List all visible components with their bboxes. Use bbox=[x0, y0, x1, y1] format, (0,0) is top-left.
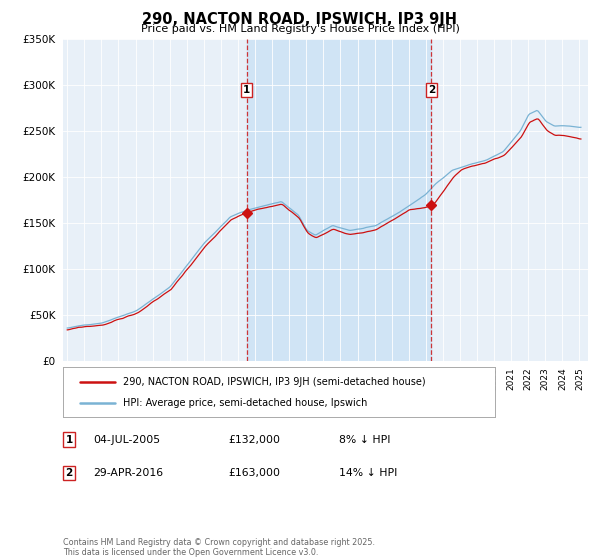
Text: Price paid vs. HM Land Registry's House Price Index (HPI): Price paid vs. HM Land Registry's House … bbox=[140, 24, 460, 34]
Text: £132,000: £132,000 bbox=[228, 435, 280, 445]
Text: 8% ↓ HPI: 8% ↓ HPI bbox=[339, 435, 391, 445]
Text: 1: 1 bbox=[243, 85, 250, 95]
Text: 04-JUL-2005: 04-JUL-2005 bbox=[93, 435, 160, 445]
Text: 2: 2 bbox=[65, 468, 73, 478]
Text: Contains HM Land Registry data © Crown copyright and database right 2025.
This d: Contains HM Land Registry data © Crown c… bbox=[63, 538, 375, 557]
Text: HPI: Average price, semi-detached house, Ipswich: HPI: Average price, semi-detached house,… bbox=[124, 398, 368, 408]
Text: 14% ↓ HPI: 14% ↓ HPI bbox=[339, 468, 397, 478]
Bar bbox=[247, 39, 431, 361]
Text: 1: 1 bbox=[65, 435, 73, 445]
Text: £163,000: £163,000 bbox=[228, 468, 280, 478]
Text: 29-APR-2016: 29-APR-2016 bbox=[93, 468, 163, 478]
Text: 2: 2 bbox=[428, 85, 435, 95]
Text: 290, NACTON ROAD, IPSWICH, IP3 9JH (semi-detached house): 290, NACTON ROAD, IPSWICH, IP3 9JH (semi… bbox=[124, 377, 426, 387]
Text: 290, NACTON ROAD, IPSWICH, IP3 9JH: 290, NACTON ROAD, IPSWICH, IP3 9JH bbox=[143, 12, 458, 27]
